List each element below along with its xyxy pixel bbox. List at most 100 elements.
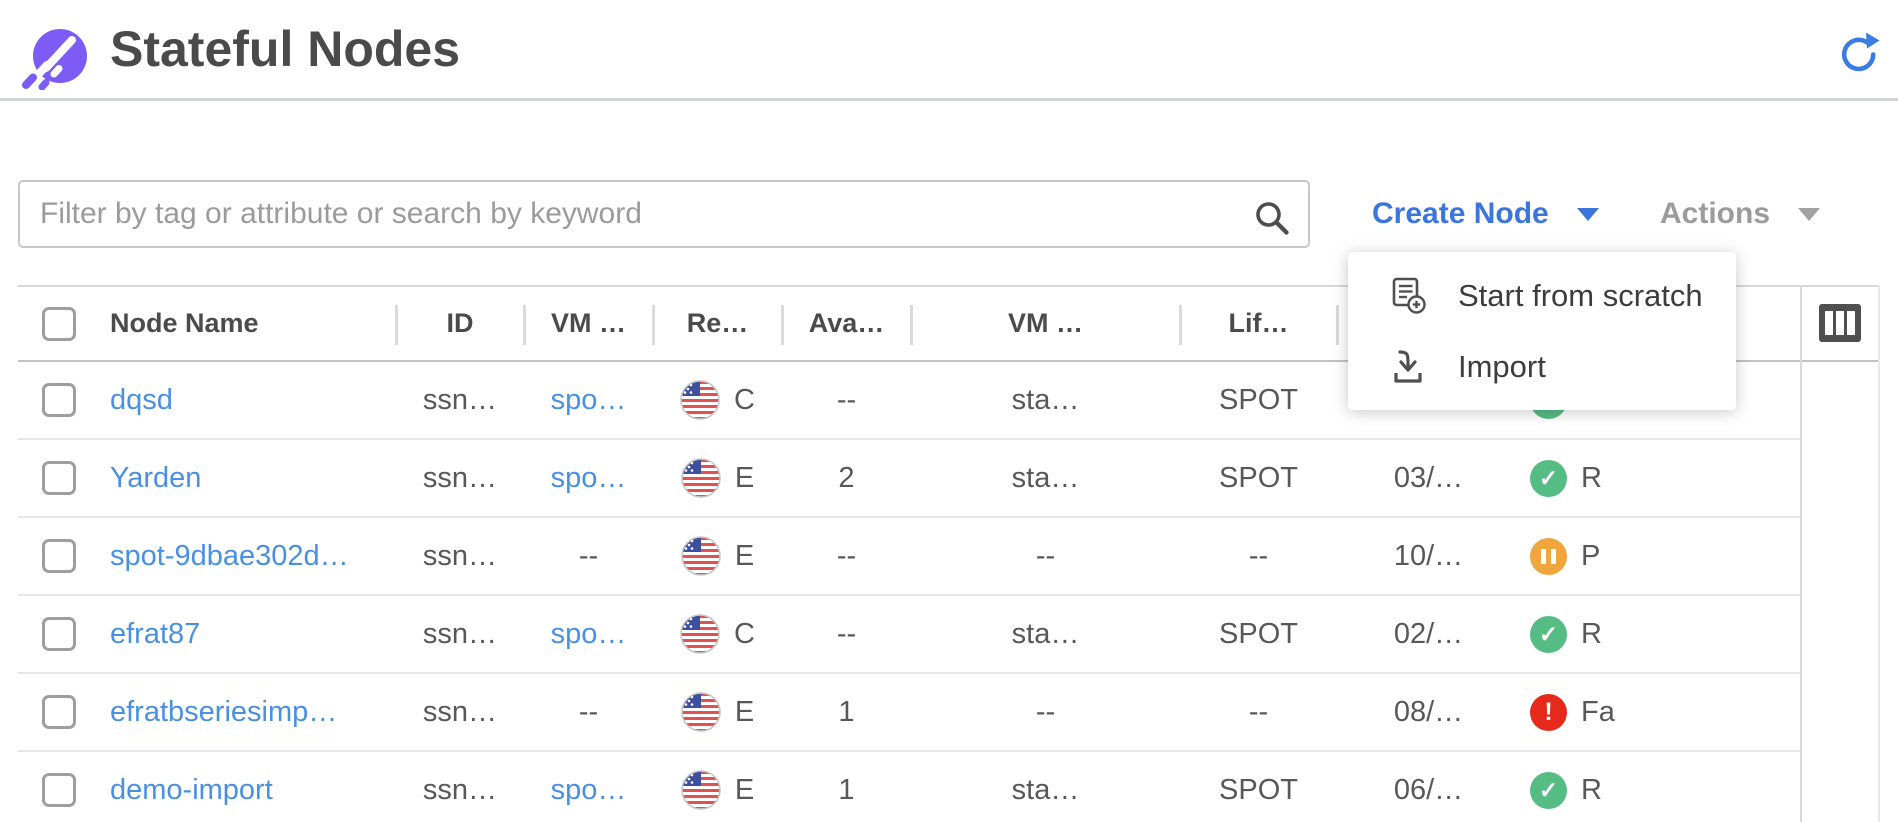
node-id: ssn… bbox=[422, 773, 498, 806]
table-row: Yarden ssn… spo… E 2 sta… SPOT 03/… R bbox=[18, 440, 1800, 518]
vm-image-link[interactable]: spo… bbox=[550, 461, 627, 494]
node-id: ssn… bbox=[422, 695, 498, 728]
availability-zones: 1 bbox=[838, 695, 855, 728]
row-checkbox[interactable] bbox=[42, 383, 76, 417]
create-node-button[interactable]: Create Node bbox=[1372, 180, 1599, 248]
column-header-vm-size[interactable]: VM … bbox=[910, 287, 1180, 360]
node-name-link[interactable]: Yarden bbox=[110, 461, 202, 494]
vm-image-link[interactable]: spo… bbox=[550, 617, 627, 650]
menu-item-label: Start from scratch bbox=[1458, 277, 1703, 313]
status-label: Fa bbox=[1581, 695, 1615, 728]
status-label: R bbox=[1581, 773, 1602, 806]
column-header-created[interactable] bbox=[1336, 287, 1520, 360]
node-name-link[interactable]: efrat87 bbox=[110, 617, 201, 650]
node-id: ssn… bbox=[422, 617, 498, 650]
column-header-lifecycle[interactable]: Lif… bbox=[1179, 287, 1337, 360]
us-flag-icon bbox=[681, 692, 721, 732]
columns-icon[interactable] bbox=[1818, 303, 1862, 343]
filter-input[interactable] bbox=[18, 180, 1310, 248]
table-edge-border bbox=[1878, 285, 1880, 822]
created-at: 08/… bbox=[1393, 695, 1464, 728]
header-divider bbox=[0, 98, 1898, 101]
vm-size: -- bbox=[1035, 539, 1056, 572]
table-row: efratbseriesimp… ssn… -- E 1 -- -- 08/… Fa bbox=[18, 674, 1800, 752]
menu-item-import[interactable]: Import bbox=[1348, 331, 1736, 402]
status-icon bbox=[1530, 693, 1567, 731]
vm-image-link[interactable]: spo… bbox=[550, 383, 627, 416]
row-checkbox[interactable] bbox=[42, 773, 76, 807]
us-flag-icon bbox=[681, 536, 721, 576]
menu-item-start-from-scratch[interactable]: Start from scratch bbox=[1348, 260, 1736, 331]
column-header-region[interactable]: Re… bbox=[652, 287, 782, 360]
table-header-row: Node Name ID VM … Re… Ava… VM … Lif… bbox=[18, 285, 1880, 362]
lifecycle: -- bbox=[1248, 695, 1269, 728]
availability-zones: -- bbox=[836, 617, 857, 650]
status-icon bbox=[1530, 537, 1567, 575]
create-node-menu: Start from scratch Import bbox=[1348, 252, 1736, 410]
actions-button[interactable]: Actions bbox=[1660, 180, 1821, 248]
table-right-border bbox=[1800, 285, 1802, 822]
table-row: spot-9dbae302d… ssn… -- E -- -- -- 10/… P bbox=[18, 518, 1800, 596]
created-at: 03/… bbox=[1393, 461, 1464, 494]
node-name-link[interactable]: spot-9dbae302d… bbox=[110, 539, 349, 572]
lifecycle: SPOT bbox=[1219, 383, 1298, 416]
row-checkbox[interactable] bbox=[42, 461, 76, 495]
actions-label: Actions bbox=[1660, 197, 1771, 230]
search-icon bbox=[1252, 198, 1292, 238]
us-flag-icon bbox=[680, 380, 720, 420]
created-at: 10/… bbox=[1393, 539, 1464, 572]
vm-size: sta… bbox=[1011, 617, 1080, 650]
row-checkbox[interactable] bbox=[42, 539, 76, 573]
spot-logo-icon bbox=[20, 22, 88, 91]
vm-size: -- bbox=[1035, 695, 1056, 728]
availability-zones: 1 bbox=[838, 773, 855, 806]
lifecycle: -- bbox=[1248, 539, 1269, 572]
node-name-link[interactable]: efratbseriesimp… bbox=[110, 695, 338, 728]
status-icon bbox=[1530, 615, 1567, 653]
vm-image-link[interactable]: spo… bbox=[550, 773, 627, 806]
availability-zones: 2 bbox=[838, 461, 855, 494]
availability-zones: -- bbox=[836, 383, 857, 416]
import-icon bbox=[1388, 347, 1428, 387]
row-checkbox[interactable] bbox=[42, 695, 76, 729]
status-label: R bbox=[1581, 617, 1602, 650]
status-icon bbox=[1530, 459, 1567, 497]
page-title: Stateful Nodes bbox=[110, 21, 461, 77]
row-checkbox[interactable] bbox=[42, 617, 76, 651]
create-node-label: Create Node bbox=[1372, 197, 1549, 230]
vm-image: -- bbox=[578, 695, 599, 728]
region-label: E bbox=[734, 773, 755, 806]
select-all-checkbox[interactable] bbox=[42, 306, 76, 341]
us-flag-icon bbox=[681, 770, 721, 810]
caret-down-icon bbox=[1576, 207, 1599, 221]
region-label: E bbox=[734, 539, 755, 572]
availability-zones: -- bbox=[836, 539, 857, 572]
column-header-node-name[interactable]: Node Name bbox=[110, 308, 259, 338]
column-header-vm-image[interactable]: VM … bbox=[523, 287, 653, 360]
us-flag-icon bbox=[681, 458, 721, 498]
refresh-icon[interactable] bbox=[1836, 30, 1882, 76]
column-header-id[interactable]: ID bbox=[395, 287, 524, 360]
region-label: C bbox=[734, 617, 755, 650]
nodes-table: Node Name ID VM … Re… Ava… VM … Lif… dqs… bbox=[18, 285, 1880, 822]
status-icon bbox=[1530, 771, 1567, 809]
created-at: 02/… bbox=[1393, 617, 1464, 650]
column-header-availability[interactable]: Ava… bbox=[781, 287, 911, 360]
menu-item-label: Import bbox=[1458, 348, 1546, 384]
vm-size: sta… bbox=[1011, 461, 1080, 494]
table-row: demo-import ssn… spo… E 1 sta… SPOT 06/… R bbox=[18, 752, 1800, 822]
node-name-link[interactable]: dqsd bbox=[110, 383, 173, 416]
document-add-icon bbox=[1388, 276, 1428, 316]
lifecycle: SPOT bbox=[1219, 617, 1298, 650]
table-body: dqsd ssn… spo… C -- sta… SPOT 02/… R Yarden ssn… sp… bbox=[18, 362, 1880, 822]
node-name-link[interactable]: demo-import bbox=[110, 773, 273, 806]
page-header: Stateful Nodes bbox=[0, 0, 1898, 98]
region-label: E bbox=[734, 695, 755, 728]
vm-size: sta… bbox=[1011, 383, 1080, 416]
us-flag-icon bbox=[680, 614, 720, 654]
vm-size: sta… bbox=[1011, 773, 1080, 806]
region-label: E bbox=[734, 461, 755, 494]
lifecycle: SPOT bbox=[1219, 461, 1298, 494]
node-id: ssn… bbox=[422, 383, 498, 416]
